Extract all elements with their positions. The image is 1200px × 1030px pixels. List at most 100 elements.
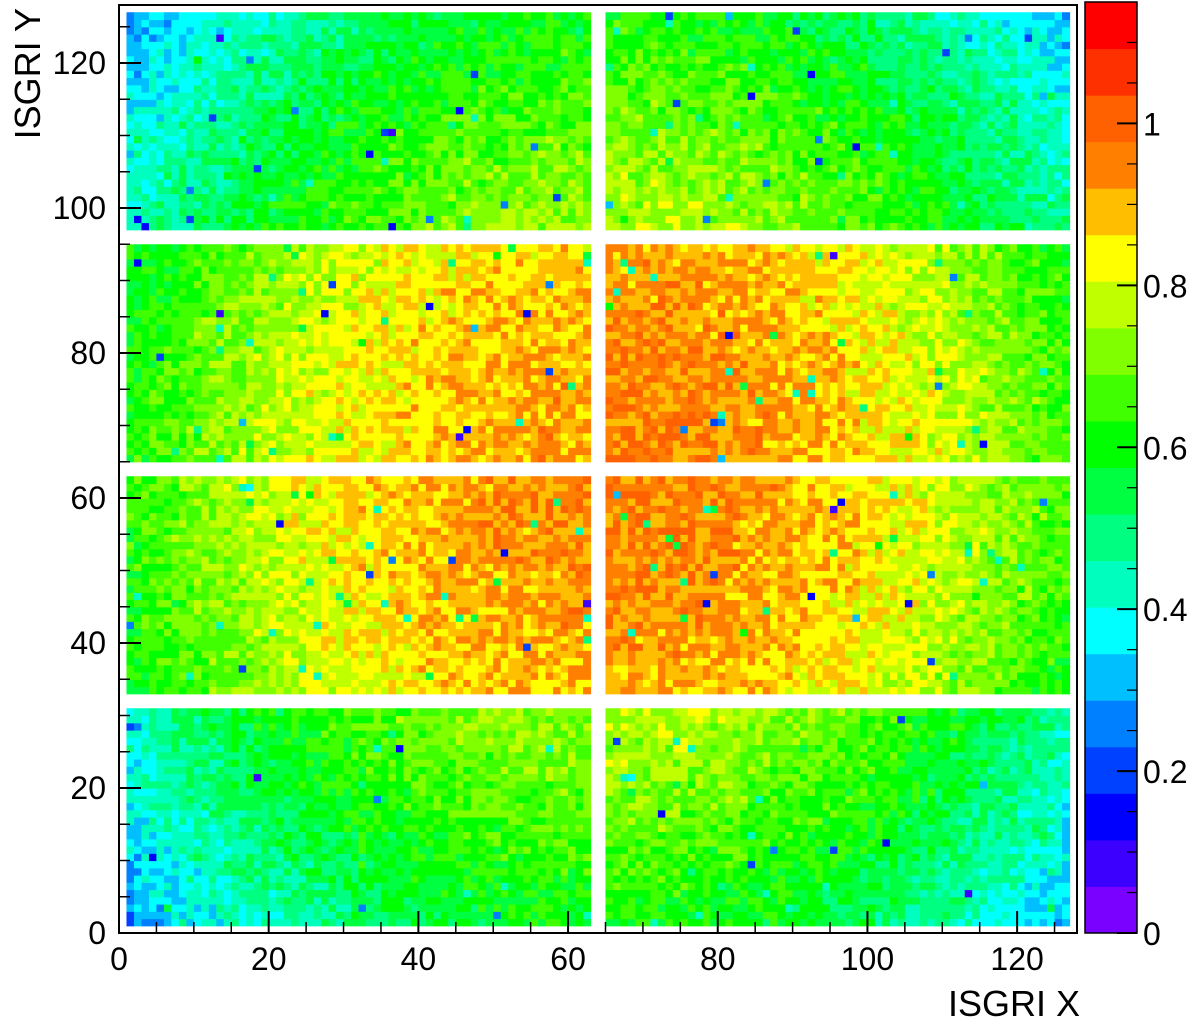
- heatmap-cell: [298, 41, 307, 50]
- heatmap-cell: [388, 302, 397, 311]
- heatmap-cell: [523, 55, 532, 64]
- heatmap-cell: [755, 150, 764, 158]
- heatmap-cell: [238, 273, 247, 282]
- heatmap-cell: [650, 99, 659, 108]
- heatmap-cell: [186, 266, 195, 274]
- heatmap-cell: [336, 382, 345, 390]
- heatmap-cell: [635, 55, 644, 64]
- heatmap-cell: [672, 19, 681, 28]
- heatmap-cell: [732, 84, 741, 93]
- heatmap-cell: [478, 113, 487, 122]
- heatmap-cell: [208, 244, 217, 253]
- heatmap-cell: [889, 128, 898, 137]
- heatmap-cell: [957, 193, 966, 202]
- heatmap-cell: [148, 367, 158, 376]
- heatmap-cell: [972, 113, 981, 122]
- heatmap-cell: [433, 34, 442, 42]
- heatmap-cell: [268, 258, 277, 267]
- heatmap-cell: [373, 382, 382, 390]
- heatmap-cell: [852, 171, 861, 180]
- heatmap-cell: [156, 447, 165, 456]
- heatmap-cell: [358, 360, 367, 369]
- heatmap-cell: [493, 48, 502, 57]
- heatmap-cell: [261, 164, 270, 173]
- heatmap-cell: [942, 55, 951, 64]
- heatmap-cell: [957, 164, 966, 173]
- heatmap-cell: [133, 208, 143, 216]
- heatmap-cell: [755, 34, 764, 42]
- heatmap-cell: [141, 425, 150, 434]
- heatmap-cell: [156, 266, 165, 274]
- heatmap-cell: [1017, 157, 1026, 166]
- heatmap-cell: [1017, 99, 1026, 108]
- heatmap-cell: [837, 150, 846, 158]
- heatmap-cell: [336, 425, 345, 434]
- heatmap-cell: [725, 157, 734, 166]
- heatmap-cell: [223, 70, 232, 79]
- heatmap-cell: [605, 171, 614, 180]
- heatmap-cell: [433, 273, 442, 282]
- heatmap-cell: [1039, 171, 1048, 180]
- heatmap-cell: [972, 179, 981, 187]
- heatmap-cell: [508, 41, 517, 50]
- heatmap-cell: [163, 287, 172, 296]
- heatmap-cell: [927, 186, 936, 195]
- heatmap-cell: [246, 150, 255, 158]
- heatmap-cell: [957, 208, 966, 216]
- heatmap-cell: [874, 150, 883, 158]
- heatmap-cell: [530, 171, 539, 180]
- heatmap-cell: [156, 157, 165, 166]
- heatmap-cell: [717, 150, 726, 158]
- heatmap-cell: [852, 70, 861, 79]
- heatmap-cell: [425, 338, 434, 347]
- heatmap-cell: [410, 360, 419, 369]
- heatmap-cell: [313, 295, 322, 303]
- heatmap-cell: [732, 150, 741, 158]
- heatmap-cell: [1017, 171, 1026, 180]
- heatmap-cell: [740, 142, 749, 151]
- heatmap-cell: [500, 26, 509, 35]
- heatmap-cell: [777, 63, 786, 71]
- heatmap-cell: [987, 186, 996, 195]
- heatmap-cell: [141, 135, 150, 144]
- heatmap-cell: [418, 12, 427, 21]
- heatmap-cell: [186, 425, 195, 434]
- heatmap-cell: [934, 48, 943, 57]
- heatmap-cell: [313, 302, 322, 311]
- heatmap-cell: [470, 179, 479, 187]
- heatmap-cell: [1017, 113, 1026, 122]
- heatmap-cell: [208, 106, 217, 115]
- heatmap-cell: [695, 19, 704, 28]
- heatmap-cell: [859, 84, 869, 93]
- heatmap-cell: [373, 396, 382, 405]
- heatmap-cell: [560, 84, 569, 93]
- heatmap-cell: [328, 70, 337, 79]
- heatmap-cell: [912, 164, 921, 173]
- heatmap-cell: [650, 208, 659, 216]
- heatmap-cell: [216, 258, 225, 267]
- heatmap-cell: [792, 63, 801, 71]
- heatmap-cell: [583, 200, 592, 209]
- heatmap-cell: [343, 440, 352, 448]
- heatmap-cell: [844, 222, 854, 231]
- heatmap-cell: [313, 360, 322, 369]
- heatmap-cell: [395, 374, 404, 383]
- heatmap-cell: [440, 396, 449, 405]
- heatmap-cell: [545, 215, 554, 224]
- heatmap-cell: [620, 106, 629, 115]
- heatmap-cell: [268, 440, 277, 448]
- heatmap-cell: [306, 106, 315, 115]
- heatmap-cell: [141, 316, 150, 325]
- heatmap-cell: [336, 150, 345, 158]
- heatmap-cell: [336, 19, 345, 28]
- heatmap-cell: [485, 121, 494, 129]
- heatmap-cell: [493, 106, 502, 115]
- heatmap-cell: [306, 425, 315, 434]
- heatmap-cell: [605, 186, 614, 195]
- heatmap-cell: [747, 70, 756, 79]
- heatmap-cell: [575, 193, 584, 202]
- heatmap-cell: [410, 215, 419, 224]
- heatmap-cell: [463, 186, 472, 195]
- heatmap-cell: [246, 157, 255, 166]
- heatmap-cell: [433, 353, 442, 361]
